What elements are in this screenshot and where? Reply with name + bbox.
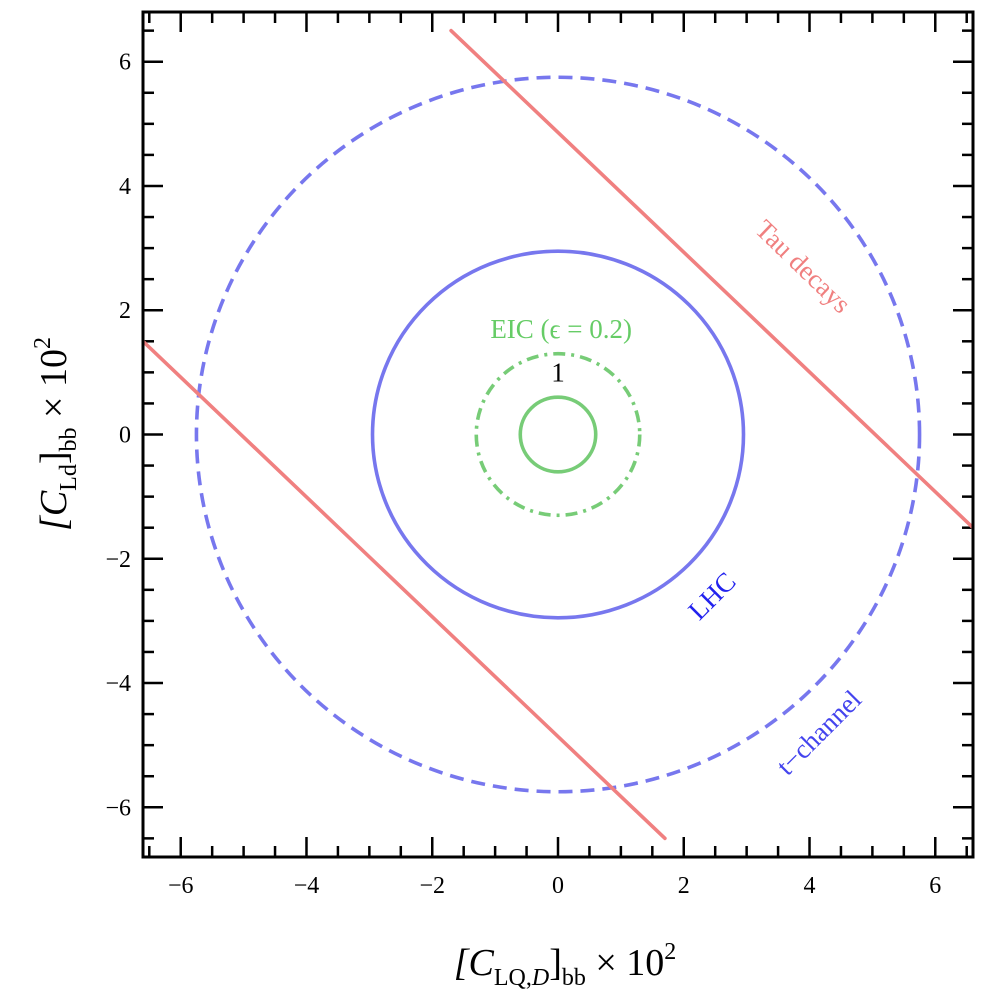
y-tick-label: 4 xyxy=(119,174,131,200)
y-tick-label: −4 xyxy=(105,671,131,697)
x-tick-label: 2 xyxy=(678,873,690,899)
x-axis-title-sub: LQ, xyxy=(494,965,532,991)
x-tick-label: 0 xyxy=(552,873,564,899)
series-circle-3 xyxy=(194,75,922,794)
y-tick-label: 0 xyxy=(119,423,131,449)
y-axis-title-sub: Ld xyxy=(56,464,82,491)
y-tick-label: −6 xyxy=(105,795,131,821)
series-line-4 xyxy=(449,28,973,530)
x-tick-label: −2 xyxy=(419,873,445,899)
x-tick-label: 6 xyxy=(929,873,941,899)
series-circle-1 xyxy=(474,351,642,518)
plot-frame xyxy=(141,10,975,859)
x-axis-title-tail: × 10 xyxy=(586,942,664,984)
y-axis-title-tail: × 10 xyxy=(33,349,75,427)
x-axis-title: [CLQ,D]bb × 102 xyxy=(454,939,677,991)
x-tick-label: 4 xyxy=(804,873,816,899)
y-tick-label: −2 xyxy=(105,547,131,573)
ticks-layer: −6 −4 −2 0 2 4 6 −6 −4 −2 0 2 4 6 xyxy=(105,12,973,899)
y-axis-title-sub2: bb xyxy=(56,427,82,451)
y-axis-title: [CLd]bb × 102 xyxy=(30,337,82,531)
curve-label-3: t−channel xyxy=(771,684,868,781)
y-axis-title-close: ] xyxy=(33,451,75,464)
curve-label-1: EIC (ϵ = 0.2) xyxy=(490,314,632,344)
x-axis-title-main: [C xyxy=(454,942,495,984)
y-tick-label: 6 xyxy=(119,50,131,76)
x-tick-label: −6 xyxy=(168,873,194,899)
curve-labels-layer: 1 EIC (ϵ = 0.2) LHC t−channel Tau decays xyxy=(490,214,867,781)
x-axis-title-sub-italic: D xyxy=(531,965,549,991)
x-tick-label: −4 xyxy=(294,873,320,899)
curve-label-4: Tau decays xyxy=(749,214,856,319)
series-circle-2 xyxy=(370,249,746,620)
y-tick-label: 2 xyxy=(119,298,131,324)
x-axis-title-sub2: bb xyxy=(562,965,586,991)
curve-label-0: 1 xyxy=(551,358,565,388)
y-axis-title-sup: 2 xyxy=(30,337,56,349)
x-axis-title-sup: 2 xyxy=(664,939,676,965)
y-axis-title-main: [C xyxy=(33,490,75,531)
series-line-5 xyxy=(143,339,667,841)
curve-label-2: LHC xyxy=(682,566,741,625)
series-circle-0 xyxy=(518,395,598,474)
series-layer xyxy=(143,28,973,841)
x-axis-title-close: ] xyxy=(549,942,562,984)
